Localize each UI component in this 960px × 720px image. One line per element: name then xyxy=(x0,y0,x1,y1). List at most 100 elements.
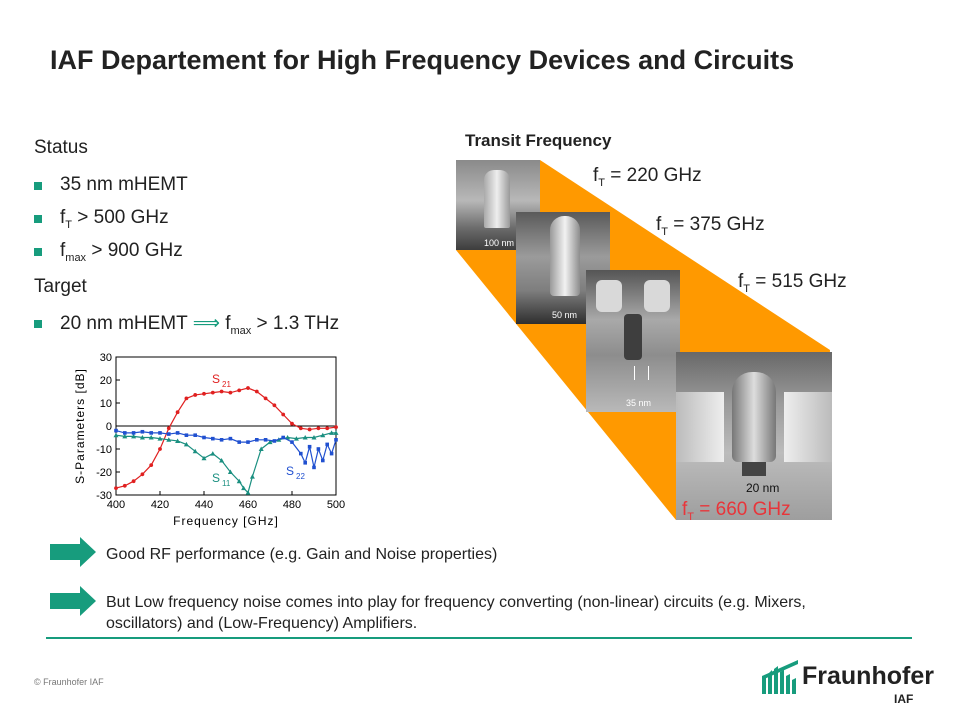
scale-label: 20 nm xyxy=(746,481,780,495)
data-point xyxy=(228,436,233,441)
data-point xyxy=(249,474,255,479)
data-point xyxy=(285,435,291,440)
x-axis-label: Frequency [GHz] xyxy=(173,514,279,528)
data-point xyxy=(316,426,321,431)
data-point xyxy=(210,451,216,456)
x-tick-label: 420 xyxy=(151,499,169,511)
y-axis-label: S-Parameters [dB] xyxy=(73,368,87,484)
data-point xyxy=(311,435,317,440)
data-point xyxy=(184,433,189,437)
data-point xyxy=(192,448,198,454)
y-tick-label: 0 xyxy=(106,421,112,433)
status-bullet-3: fmax > 900 GHz xyxy=(34,240,183,264)
series-label-s22: S 22 xyxy=(286,464,305,481)
note-2: But Low frequency noise comes into play … xyxy=(106,594,806,632)
data-point xyxy=(255,438,259,442)
bullet-square-icon xyxy=(34,182,42,190)
data-point xyxy=(202,435,206,440)
data-point xyxy=(201,455,207,461)
data-point xyxy=(157,436,163,441)
data-point xyxy=(158,447,162,451)
data-point xyxy=(281,435,285,440)
data-point xyxy=(329,451,334,456)
data-point xyxy=(131,431,136,435)
data-point xyxy=(139,435,145,440)
right-arrow-icon xyxy=(50,586,96,616)
data-point xyxy=(334,425,338,430)
data-point xyxy=(228,390,233,395)
sem-image-35nm: 35 nm xyxy=(586,270,680,412)
data-point xyxy=(175,438,181,443)
data-point xyxy=(131,433,137,439)
scale-label: 35 nm xyxy=(626,398,652,408)
data-point xyxy=(254,389,259,394)
data-point xyxy=(329,430,335,435)
data-point xyxy=(131,479,136,484)
data-point xyxy=(298,426,303,431)
data-point xyxy=(246,440,250,444)
slide-title: IAF Departement for High Frequency Devic… xyxy=(50,45,795,75)
data-point xyxy=(246,386,250,390)
note-arrow-2 xyxy=(50,586,96,621)
data-point xyxy=(321,458,325,463)
note-1: Good RF performance (e.g. Gain and Noise… xyxy=(106,546,498,563)
copyright-text: © Fraunhofer IAF xyxy=(34,677,104,687)
data-point xyxy=(166,437,172,442)
data-point xyxy=(183,441,189,447)
y-tick-label: -30 xyxy=(96,490,112,502)
y-tick-label: 10 xyxy=(100,398,112,410)
data-point xyxy=(210,390,215,395)
status-bullet-2: fT > 500 GHz xyxy=(34,207,169,231)
data-point xyxy=(245,490,251,495)
data-point xyxy=(114,428,118,433)
data-point xyxy=(193,433,197,437)
data-point xyxy=(267,439,273,445)
data-point xyxy=(219,438,224,442)
data-point xyxy=(263,438,268,442)
target-bullet: 20 nm mHEMT ⟹ fmax > 1.3 THz xyxy=(34,312,339,337)
data-point xyxy=(290,440,294,444)
data-point xyxy=(158,431,162,435)
series-label-s21: S 21 xyxy=(212,372,231,389)
data-point xyxy=(325,442,329,447)
data-point xyxy=(122,433,128,439)
data-point xyxy=(113,432,119,438)
right-arrow-icon xyxy=(50,537,96,567)
data-point xyxy=(299,451,303,456)
sem-image-20nm: 20 nm xyxy=(676,352,832,520)
data-point xyxy=(237,440,241,444)
data-point xyxy=(281,412,286,417)
data-point xyxy=(237,388,242,393)
note-arrow-1 xyxy=(50,537,96,572)
logo-text: Fraunhofer xyxy=(802,662,934,690)
data-point xyxy=(140,429,145,434)
x-tick-label: 400 xyxy=(107,499,125,511)
data-point xyxy=(307,427,312,432)
data-point xyxy=(293,436,299,441)
data-point xyxy=(325,426,330,431)
data-point xyxy=(193,393,198,397)
x-tick-label: 440 xyxy=(195,499,213,511)
data-point xyxy=(211,436,215,441)
data-point xyxy=(316,447,321,451)
data-point xyxy=(202,391,206,396)
bullet-square-icon xyxy=(34,215,42,223)
bullet-square-icon xyxy=(34,320,42,328)
data-point xyxy=(140,472,145,477)
data-point xyxy=(227,469,233,474)
data-point xyxy=(219,458,225,463)
y-tick-label: 20 xyxy=(100,375,112,387)
data-point xyxy=(258,446,264,451)
ft-label-660: fT = 660 GHz xyxy=(682,499,791,523)
data-point xyxy=(263,396,268,401)
data-point xyxy=(241,485,247,491)
ft-label-220: fT = 220 GHz xyxy=(593,165,702,189)
data-point xyxy=(123,431,127,435)
data-point xyxy=(307,444,312,449)
fraunhofer-logo-icon xyxy=(762,660,798,694)
data-point xyxy=(290,421,294,426)
data-point xyxy=(236,478,242,484)
status-heading: Status xyxy=(34,137,88,158)
transit-heading: Transit Frequency xyxy=(465,131,612,150)
y-tick-label: 30 xyxy=(100,352,112,364)
